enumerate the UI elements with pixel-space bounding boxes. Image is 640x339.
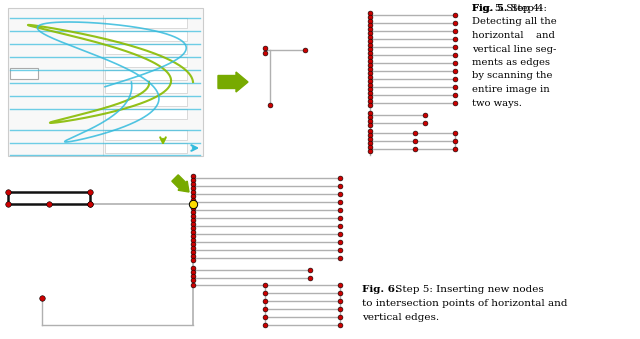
Text: Fig. 5.: Fig. 5. [472, 4, 508, 13]
Bar [105, 143, 187, 153]
Bar [105, 44, 187, 54]
Text: Step 5: Inserting new nodes: Step 5: Inserting new nodes [392, 285, 544, 294]
Text: Step 4:: Step 4: [500, 4, 543, 13]
Text: two ways.: two ways. [472, 99, 522, 107]
Bar [10, 68, 38, 79]
Bar [105, 83, 187, 93]
Text: vertical line seg-: vertical line seg- [472, 44, 556, 54]
Bar [105, 96, 187, 106]
Text: entire image in: entire image in [472, 85, 550, 94]
Text: Detecting all the: Detecting all the [472, 18, 557, 26]
FancyArrow shape [218, 72, 248, 92]
Bar [105, 130, 187, 140]
Bar [105, 18, 187, 28]
Bar [8, 8, 203, 156]
Bar [105, 109, 187, 119]
FancyArrow shape [172, 175, 189, 192]
Text: Fig. 5.  Step 4:: Fig. 5. Step 4: [472, 4, 547, 13]
Bar [105, 31, 187, 41]
Text: Fig. 6.: Fig. 6. [362, 285, 399, 294]
Text: horizontal    and: horizontal and [472, 31, 555, 40]
Text: vertical edges.: vertical edges. [362, 313, 439, 322]
Text: ments as edges: ments as edges [472, 58, 550, 67]
Bar [105, 57, 187, 67]
Text: by scanning the: by scanning the [472, 72, 552, 80]
Bar [105, 70, 187, 80]
Text: to intersection points of horizontal and: to intersection points of horizontal and [362, 299, 568, 308]
